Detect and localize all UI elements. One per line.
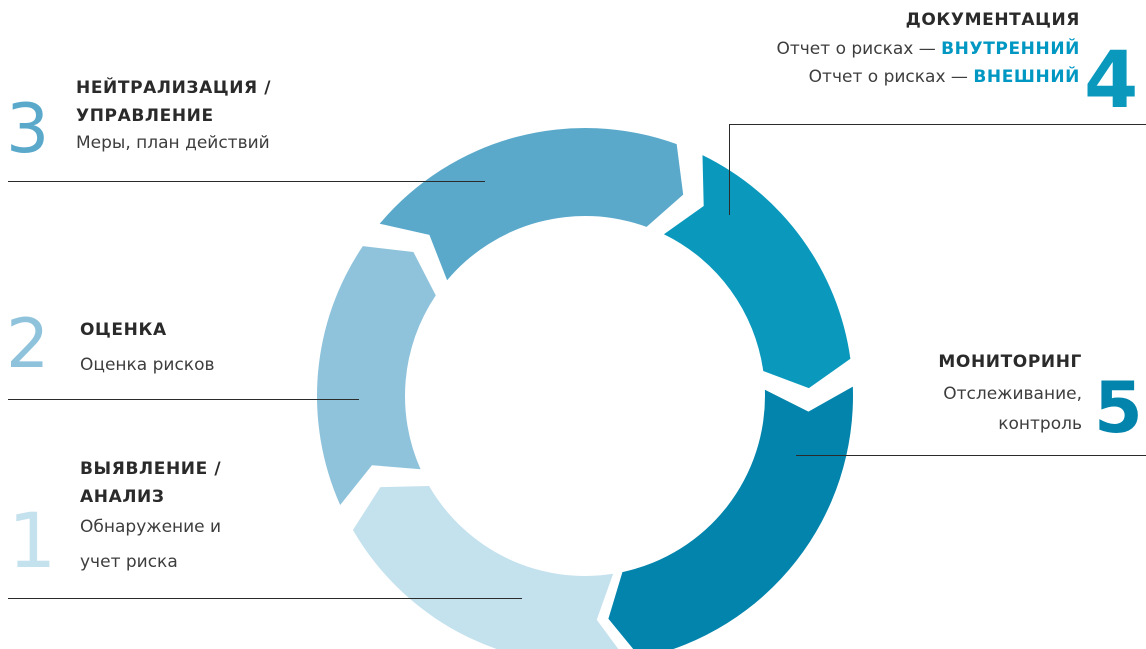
leader-line-stage4-drop: [729, 124, 730, 215]
stage-number-5: 5: [1094, 367, 1143, 449]
stage-desc-2: Оценка рисков: [80, 355, 215, 375]
stage-title-3-line2: УПРАВЛЕНИЕ: [76, 106, 214, 126]
stage-desc-1-line1: Обнаружение и: [80, 517, 222, 537]
segment-assessment: [317, 246, 436, 506]
stage-desc-4-line2: Отчет о рисках — ВНЕШНИЙ: [809, 64, 1080, 91]
stage-desc-1-line2: учет риска: [80, 552, 178, 572]
segment-identification: [352, 486, 619, 649]
segment-monitoring: [608, 386, 853, 649]
stage-desc-4-line1: Отчет о рисках — ВНУТРЕННИЙ: [776, 36, 1080, 63]
leader-line-stage5: [796, 455, 1146, 456]
report-internal-emphasis: ВНУТРЕННИЙ: [941, 39, 1080, 59]
leader-line-stage4: [729, 124, 1146, 125]
report-external-prefix: Отчет о рисках —: [808, 67, 974, 87]
stage-number-4: 4: [1084, 36, 1139, 126]
segment-documentation: [663, 155, 851, 389]
stage-title-3-line1: НЕЙТРАЛИЗАЦИЯ /: [76, 78, 272, 98]
stage-desc-5-line2: контроль: [998, 414, 1082, 434]
leader-line-stage2: [8, 399, 359, 400]
report-external-emphasis: ВНЕШНИЙ: [973, 67, 1080, 87]
stage-number-1: 1: [8, 496, 57, 585]
stage-desc-5-line1: Отслеживание,: [943, 384, 1082, 404]
stage-title-1-line2: АНАЛИЗ: [80, 487, 165, 507]
leader-line-stage1: [8, 598, 522, 599]
stage-title-1-line1: ВЫЯВЛЕНИЕ /: [80, 459, 222, 479]
stage-number-3: 3: [6, 90, 50, 169]
stage-title-2: ОЦЕНКА: [80, 320, 167, 340]
stage-title-4: ДОКУМЕНТАЦИЯ: [905, 10, 1080, 30]
stage-number-2: 2: [6, 305, 50, 384]
segment-mitigation: [379, 128, 684, 281]
stage-desc-3: Меры, план действий: [76, 133, 270, 153]
report-internal-prefix: Отчет о рисках —: [776, 39, 942, 59]
stage-title-5: МОНИТОРИНГ: [938, 352, 1082, 372]
leader-line-stage3: [8, 181, 485, 182]
